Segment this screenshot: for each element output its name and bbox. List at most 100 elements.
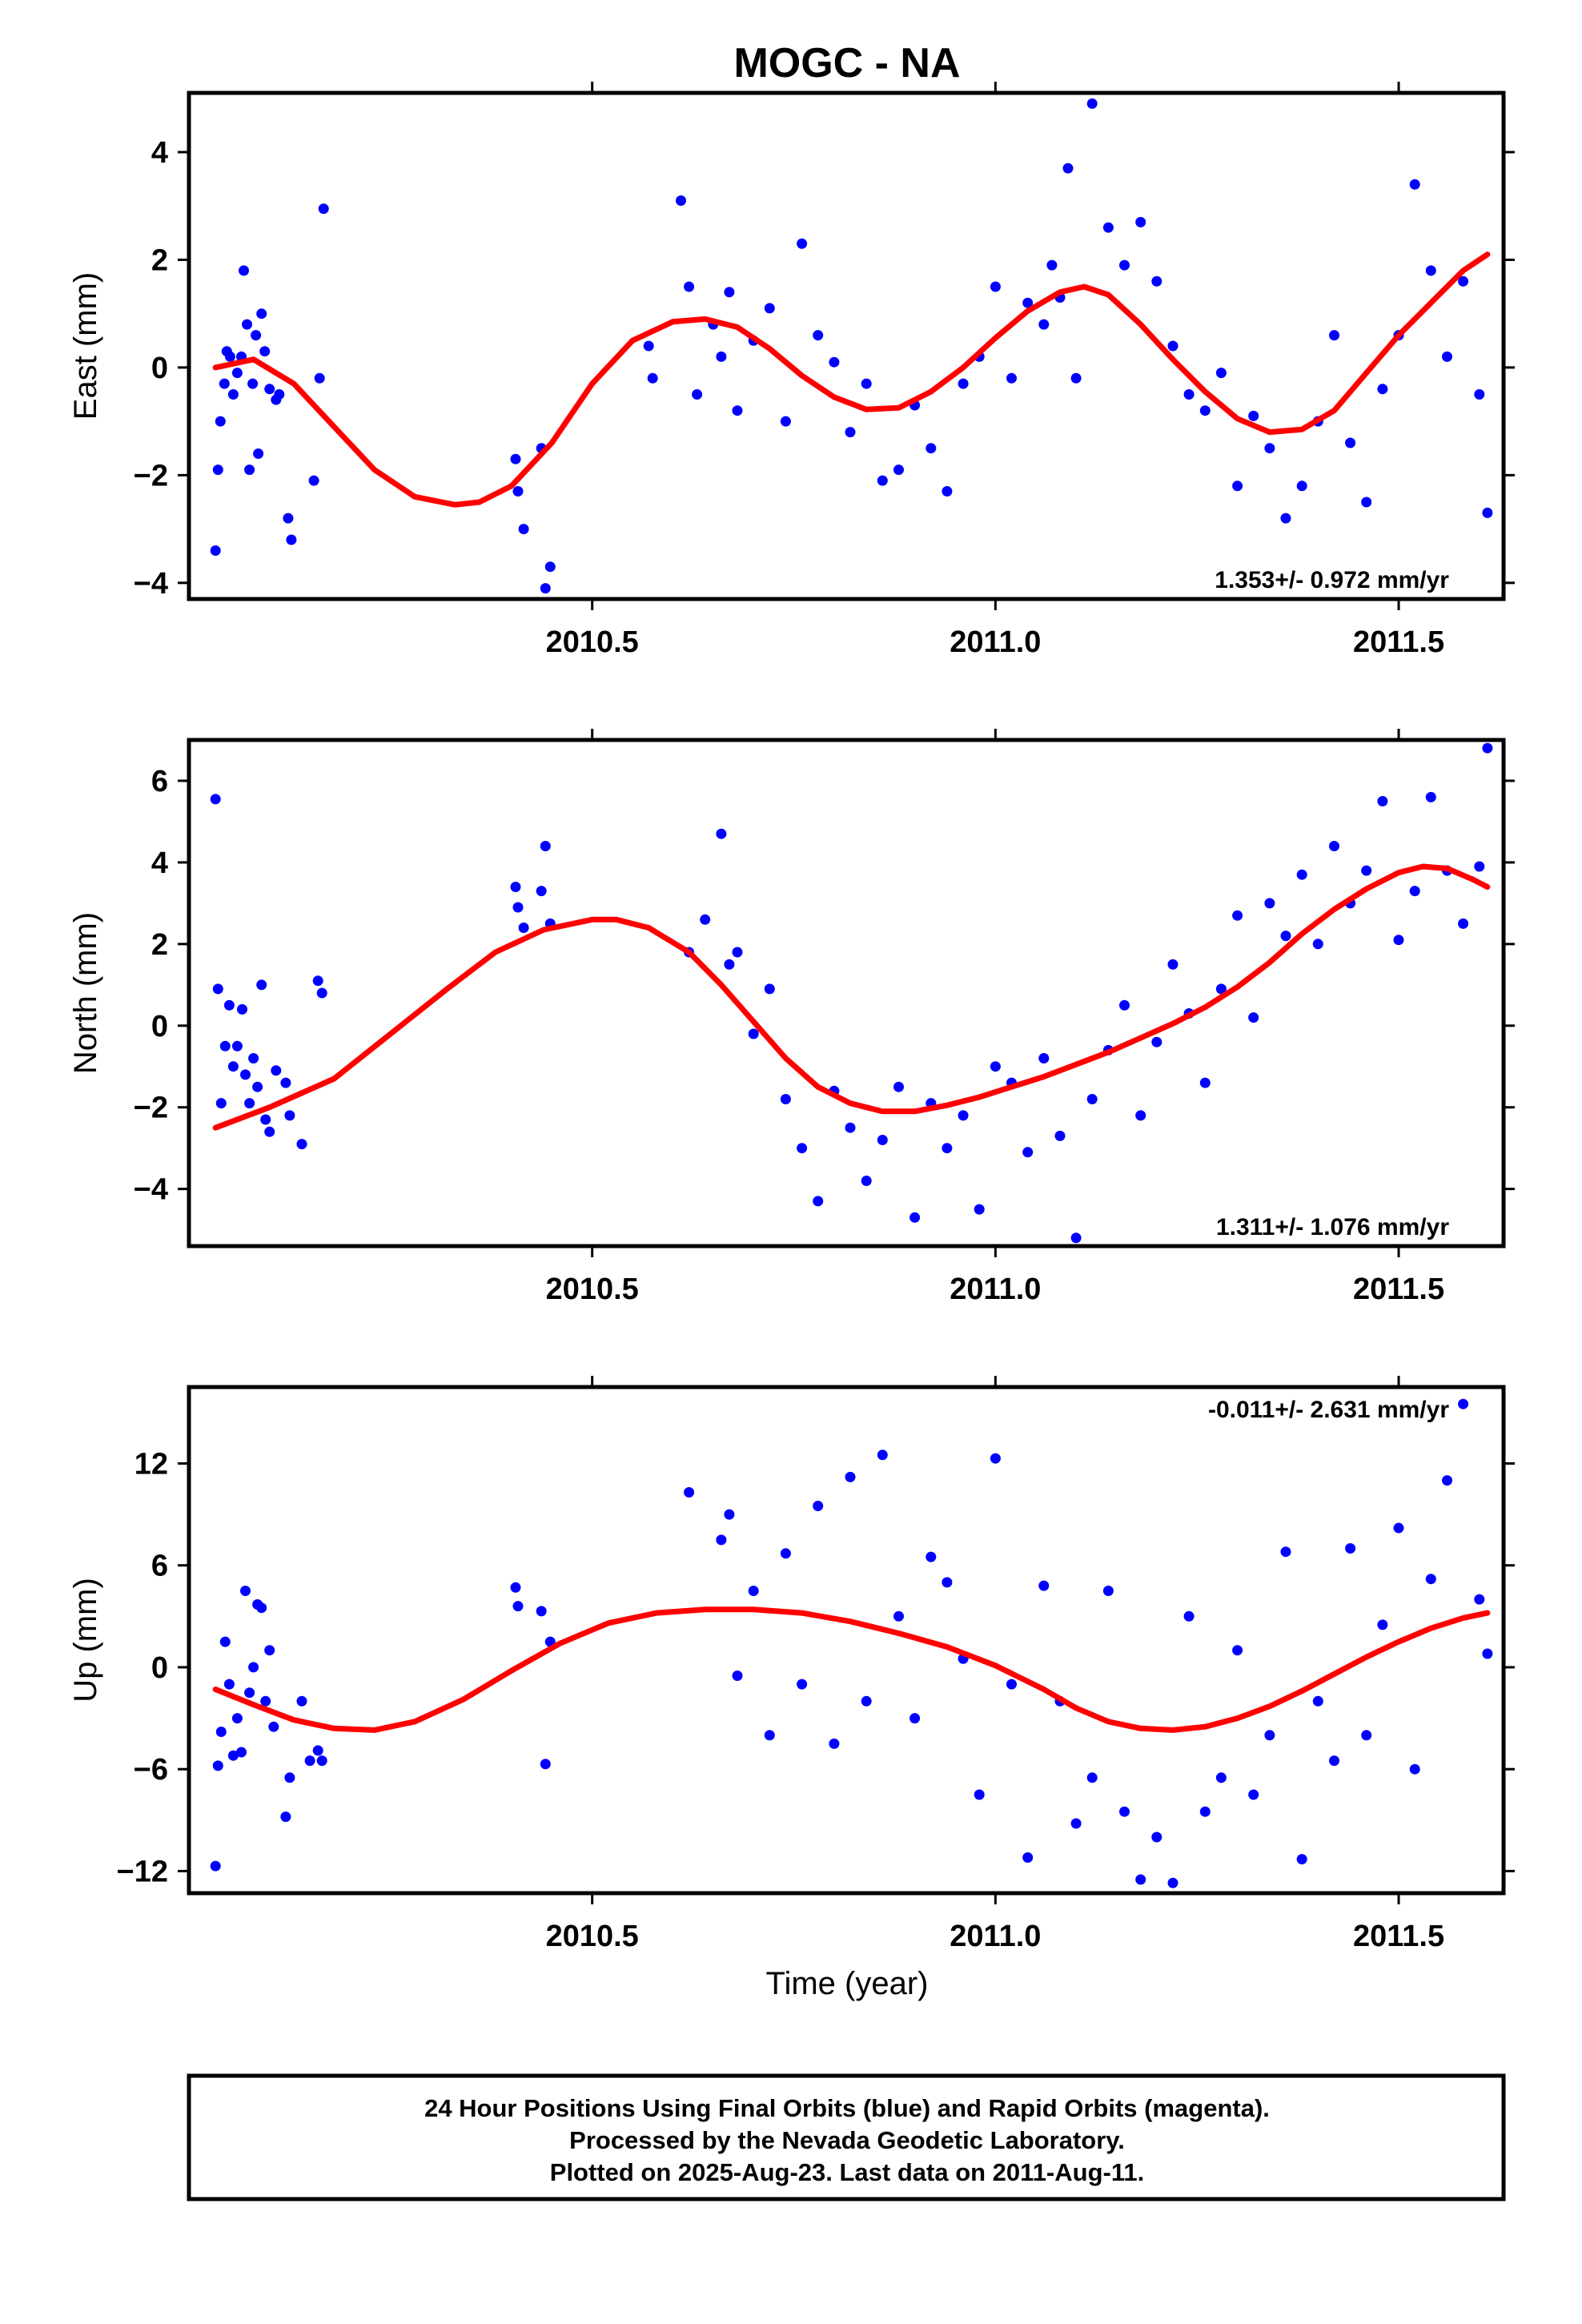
y-tick-label: 2: [151, 243, 168, 277]
data-point: [1442, 1475, 1452, 1486]
y-tick-label: 6: [151, 765, 168, 798]
data-point: [1377, 384, 1388, 395]
up-panel: 2010.5 2011.0 2011.5 −12 −6 0 6 12 Up (mm) -0.011…: [68, 1376, 1515, 1953]
data-point: [1296, 480, 1307, 492]
data-point: [942, 486, 953, 497]
data-point: [748, 1586, 759, 1596]
data-point: [1215, 1772, 1227, 1783]
data-point: [1280, 1546, 1291, 1558]
data-point: [215, 1098, 227, 1109]
data-point: [1345, 1543, 1356, 1554]
data-point: [1119, 999, 1130, 1011]
chart-title: MOGC - NA: [733, 40, 960, 86]
data-point: [1022, 1147, 1034, 1158]
data-point: [510, 453, 521, 464]
footer-line-3: Plotted on 2025-Aug-23. Last data on 201…: [550, 2158, 1144, 2186]
data-point: [748, 1028, 759, 1039]
data-point: [251, 330, 262, 341]
data-point: [974, 1204, 985, 1215]
data-point: [764, 1730, 775, 1741]
data-point: [1151, 1036, 1162, 1047]
data-point: [264, 1126, 275, 1137]
data-point: [316, 987, 327, 999]
x-tick-label: 2011.0: [950, 1273, 1041, 1306]
data-point: [227, 1750, 239, 1761]
data-point: [227, 389, 239, 400]
data-point: [210, 545, 221, 556]
data-point: [296, 1139, 307, 1150]
data-point: [223, 999, 235, 1011]
data-point: [252, 1081, 263, 1092]
data-point: [219, 378, 230, 389]
data-point: [676, 195, 686, 206]
data-point: [893, 1081, 904, 1092]
data-point: [247, 378, 259, 389]
data-point: [1062, 163, 1074, 174]
data-point: [231, 1713, 243, 1724]
data-point: [237, 1003, 247, 1015]
data-point: [260, 1695, 271, 1707]
data-point: [1167, 1877, 1178, 1888]
data-point: [732, 947, 743, 958]
data-point: [280, 1811, 291, 1823]
data-point: [212, 464, 223, 476]
rate-annotation: -0.011+/- 2.631 mm/yr: [1208, 1397, 1449, 1423]
x-tick-label: 2010.5: [546, 625, 639, 659]
data-point: [215, 416, 226, 427]
data-point: [1409, 1763, 1420, 1775]
data-point: [518, 524, 529, 535]
y-axis-label: Up (mm): [68, 1578, 103, 1703]
x-tick-label: 2011.5: [1353, 625, 1444, 659]
data-point: [223, 1679, 235, 1690]
data-point: [716, 828, 727, 839]
data-point: [1086, 98, 1098, 109]
data-point: [544, 561, 556, 573]
data-point: [958, 1110, 969, 1121]
data-point: [1248, 410, 1259, 421]
data-point: [1248, 1789, 1259, 1800]
data-point: [231, 1040, 243, 1051]
data-point: [647, 372, 658, 384]
data-point: [1425, 791, 1436, 802]
data-point: [1425, 265, 1436, 276]
fit-curve: [212, 863, 1491, 1131]
data-point: [240, 1586, 251, 1596]
data-point: [215, 1727, 227, 1737]
data-point: [909, 1713, 921, 1724]
data-point: [312, 975, 323, 987]
data-point: [764, 983, 775, 995]
data-point: [958, 378, 969, 389]
footer-line-1: 24 Hour Positions Using Final Orbits (bl…: [424, 2094, 1270, 2122]
data-point: [219, 1636, 231, 1647]
data-point: [536, 886, 547, 897]
data-point: [1215, 368, 1227, 379]
data-point: [510, 882, 521, 892]
data-point: [1264, 898, 1275, 909]
data-point: [1119, 1806, 1130, 1817]
y-tick-label: 6: [151, 1550, 168, 1583]
data-point: [700, 914, 711, 925]
data-point: [797, 1143, 808, 1154]
data-point: [242, 319, 252, 330]
data-point: [1482, 742, 1493, 754]
data-point: [1022, 297, 1034, 308]
data-point: [990, 1061, 1001, 1072]
data-point: [1135, 1874, 1146, 1885]
data-point: [212, 983, 223, 995]
data-point: [236, 1747, 247, 1758]
data-point: [716, 351, 727, 362]
data-point: [1280, 513, 1291, 524]
data-point: [1474, 389, 1485, 400]
data-point: [861, 1176, 872, 1186]
y-axis-label: North (mm): [68, 912, 103, 1074]
data-point: [518, 923, 529, 933]
data-point: [692, 389, 703, 400]
plot-area: [210, 1398, 1493, 1888]
data-point: [1361, 1730, 1372, 1741]
data-point: [253, 448, 264, 459]
footer-box: [187, 2073, 1506, 2201]
y-tick-label: −2: [134, 459, 168, 493]
data-point: [780, 416, 791, 427]
data-point: [210, 794, 221, 805]
